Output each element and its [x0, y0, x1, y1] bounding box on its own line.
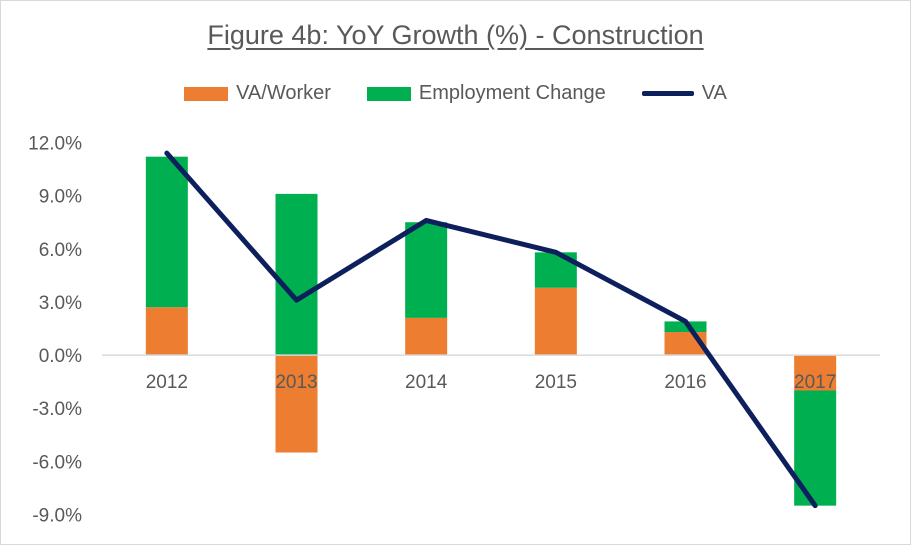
legend-label-va-worker: VA/Worker — [236, 82, 331, 104]
legend-item-va: VA — [641, 82, 727, 105]
y-tick-label: 9.0% — [39, 187, 82, 208]
y-tick-label: -9.0% — [32, 506, 82, 527]
x-tick-label: 2014 — [405, 372, 448, 393]
y-tick-label: 6.0% — [39, 240, 82, 261]
legend-swatch-employment-change — [366, 86, 411, 101]
x-tick-label: 2015 — [535, 372, 577, 393]
legend-swatch-va — [641, 91, 694, 96]
legend-swatch-va-worker — [184, 86, 229, 101]
legend-label-employment-change: Employment Change — [418, 82, 606, 104]
legend-label-va: VA — [701, 82, 727, 104]
line-va — [164, 150, 818, 509]
bar-employment-change — [145, 156, 188, 308]
legend: VA/Worker Employment Change VA — [0, 82, 911, 105]
x-tick-label: 2012 — [146, 372, 188, 393]
bar-va-worker — [794, 355, 837, 391]
bar-va-worker — [405, 317, 448, 356]
y-tick-label: 12.0% — [28, 134, 82, 155]
y-tick-label: 3.0% — [39, 293, 82, 314]
bar-va-worker — [145, 307, 188, 356]
y-tick-label: 0.0% — [39, 346, 82, 367]
bar-va-worker — [534, 287, 577, 356]
x-tick-label: 2016 — [664, 372, 706, 393]
legend-item-va-worker: VA/Worker — [184, 82, 331, 105]
y-tick-label: -3.0% — [32, 399, 82, 420]
chart-title: Figure 4b: YoY Growth (%) - Construction — [207, 20, 704, 50]
bar-va-worker — [275, 355, 318, 453]
x-tick-label: 2017 — [794, 372, 836, 393]
bar-employment-change — [275, 193, 318, 356]
y-tick-label: -6.0% — [32, 452, 82, 473]
x-tick-label: 2013 — [275, 372, 317, 393]
bar-employment-change — [664, 321, 707, 333]
legend-item-employment-change: Employment Change — [366, 82, 606, 105]
bar-employment-change — [405, 222, 448, 318]
